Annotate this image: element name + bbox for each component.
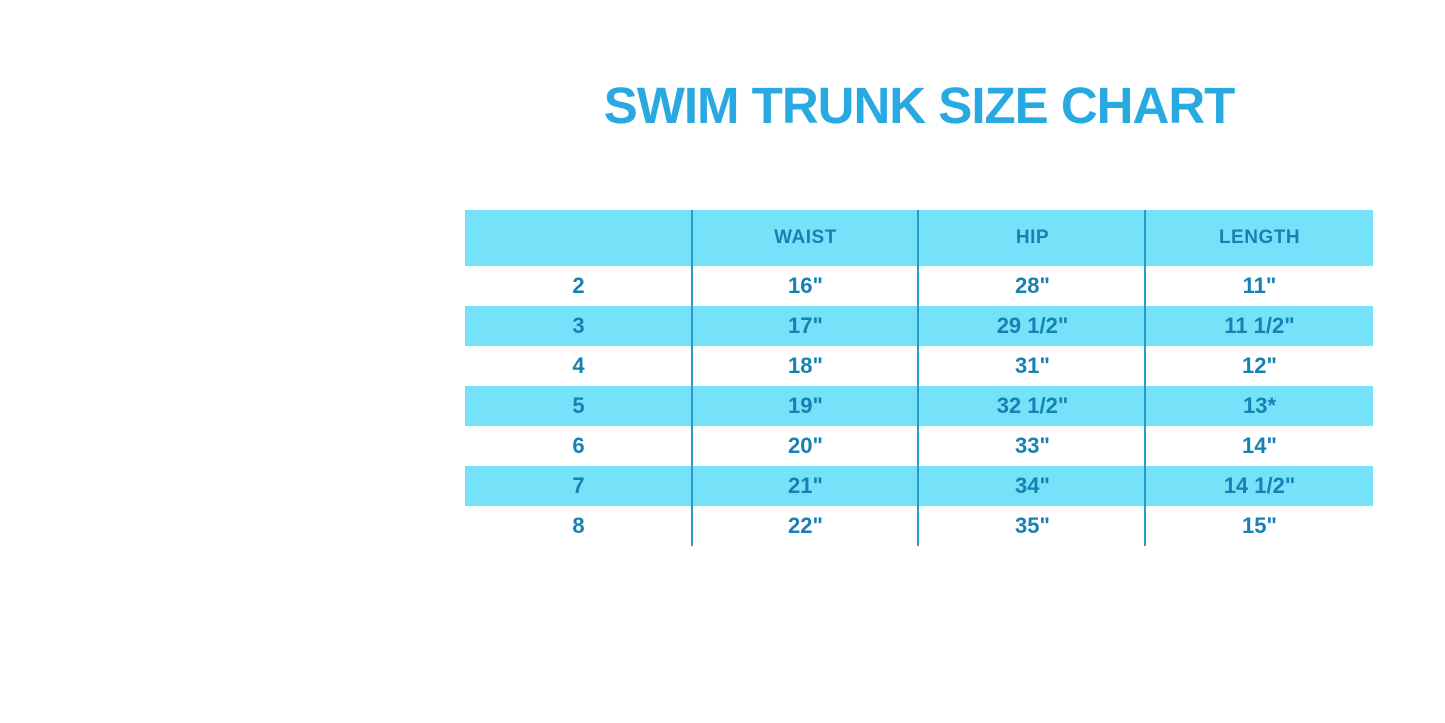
size-chart-table: WAIST HIP LENGTH 2 16" 28" 11" 3 17" 29 … [465, 210, 1373, 546]
cell-hip: 28" [1015, 273, 1050, 298]
cell-length: 15" [1242, 513, 1277, 538]
cell-length: 11" [1242, 273, 1277, 298]
cell-size: 7 [572, 473, 585, 498]
table-row-size-8: 8 22" 35" 15" [465, 506, 1373, 546]
cell-waist: 21" [788, 473, 823, 498]
cell-hip: 29 1/2" [996, 313, 1069, 338]
cell-length: 13* [1242, 393, 1277, 418]
cell-size: 8 [572, 513, 585, 538]
cell-size: 6 [572, 433, 585, 458]
cell-hip: 31" [1015, 353, 1050, 378]
cell-length: 11 1/2" [1224, 313, 1295, 338]
table-row-size-5: 5 19" 32 1/2" 13* [465, 386, 1373, 426]
page-title: SWIM TRUNK SIZE CHART [603, 77, 1236, 134]
col-header-length: LENGTH [1218, 227, 1301, 248]
column-divider-1 [691, 210, 693, 546]
cell-waist: 22" [788, 513, 823, 538]
col-header-hip: HIP [1015, 227, 1050, 248]
table-row-size-7: 7 21" 34" 14 1/2" [465, 466, 1373, 506]
cell-length: 12" [1242, 353, 1277, 378]
column-divider-2 [917, 210, 919, 546]
cell-hip: 35" [1015, 513, 1050, 538]
col-header-waist: WAIST [774, 227, 837, 248]
table-row-size-2: 2 16" 28" 11" [465, 266, 1373, 306]
cell-size: 2 [572, 273, 585, 298]
table-row-size-4: 4 18" 31" 12" [465, 346, 1373, 386]
cell-waist: 16" [788, 273, 823, 298]
table-row-size-3: 3 17" 29 1/2" 11 1/2" [465, 306, 1373, 346]
table-header-row: WAIST HIP LENGTH [465, 210, 1373, 266]
cell-waist: 17" [788, 313, 823, 338]
cell-size: 4 [572, 353, 585, 378]
cell-hip: 34" [1015, 473, 1050, 498]
col-header-size [465, 210, 692, 266]
table-row-size-6: 6 20" 33" 14" [465, 426, 1373, 466]
cell-hip: 32 1/2" [996, 393, 1069, 418]
cell-size: 3 [572, 313, 585, 338]
cell-hip: 33" [1015, 433, 1050, 458]
column-divider-3 [1144, 210, 1146, 546]
cell-waist: 19" [788, 393, 823, 418]
cell-length: 14 1/2" [1223, 473, 1296, 498]
cell-waist: 18" [788, 353, 823, 378]
cell-size: 5 [572, 393, 585, 418]
cell-waist: 20" [788, 433, 823, 458]
cell-length: 14" [1242, 433, 1277, 458]
